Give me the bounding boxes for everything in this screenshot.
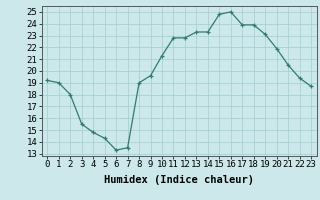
X-axis label: Humidex (Indice chaleur): Humidex (Indice chaleur): [104, 175, 254, 185]
